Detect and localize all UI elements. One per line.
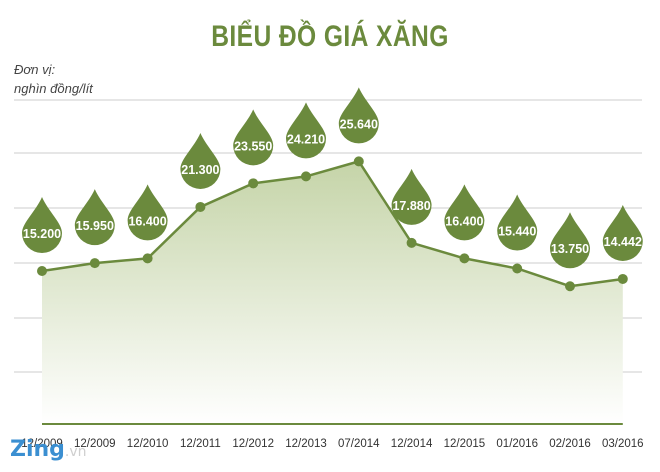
data-label: 17.880 xyxy=(392,199,430,213)
data-point xyxy=(248,178,259,189)
price-drop xyxy=(550,212,590,269)
x-tick-label: 12/2011 xyxy=(180,438,221,450)
price-drop xyxy=(180,132,221,189)
price-drop xyxy=(233,109,274,166)
data-label: 15.950 xyxy=(76,219,114,233)
x-tick-label: 12/2015 xyxy=(444,438,486,450)
data-label: 24.210 xyxy=(287,132,325,146)
x-tick-label: 02/2016 xyxy=(549,438,591,450)
data-label: 14.442 xyxy=(604,235,642,249)
data-label: 25.640 xyxy=(340,117,378,131)
x-tick-label: 12/2009 xyxy=(21,438,63,450)
data-point xyxy=(195,201,206,212)
data-label: 23.550 xyxy=(234,139,272,153)
data-point xyxy=(142,253,153,264)
data-point xyxy=(512,263,523,274)
unit-value: nghìn đồng/lít xyxy=(14,81,93,96)
data-point xyxy=(459,253,470,264)
data-label: 16.400 xyxy=(445,214,483,228)
data-label: 15.440 xyxy=(498,224,536,238)
price-drop xyxy=(497,194,538,251)
price-drop xyxy=(602,204,643,261)
data-point xyxy=(353,156,364,167)
data-point xyxy=(617,273,628,284)
price-drop xyxy=(22,197,62,253)
zing-logo: Zing.vn xyxy=(10,437,87,462)
logo-suffix: .vn xyxy=(64,444,87,460)
x-tick-label: 12/2012 xyxy=(232,438,274,450)
x-tick-label: 03/2016 xyxy=(602,438,644,450)
data-point xyxy=(37,266,47,276)
x-tick-label: 12/2014 xyxy=(391,438,433,450)
price-drop xyxy=(391,168,432,225)
data-point xyxy=(406,237,417,248)
price-drop xyxy=(74,189,115,246)
data-label: 13.750 xyxy=(551,242,589,256)
x-tick-label: 12/2013 xyxy=(285,438,327,450)
price-drop xyxy=(444,184,485,241)
price-line xyxy=(41,159,623,288)
x-tick-label: 01/2016 xyxy=(496,438,538,450)
data-label: 15.200 xyxy=(23,227,61,241)
x-tick-label: 07/2014 xyxy=(338,438,380,450)
x-tick-label: 12/2009 xyxy=(74,438,116,450)
price-area xyxy=(42,161,623,424)
logo-brand: Zing xyxy=(10,437,65,462)
x-tick-label: 12/2010 xyxy=(127,438,169,450)
data-label: 16.400 xyxy=(128,214,166,228)
data-label: 21.300 xyxy=(181,163,219,177)
data-point xyxy=(89,258,100,269)
price-drop xyxy=(286,102,326,159)
price-drop xyxy=(127,184,168,241)
data-point xyxy=(565,281,575,292)
unit-label: Đơn vị: xyxy=(14,62,56,77)
price-drop xyxy=(338,87,379,144)
chart-title: BIỂU ĐỒ GIÁ XĂNG xyxy=(211,20,449,53)
data-point xyxy=(301,171,311,182)
